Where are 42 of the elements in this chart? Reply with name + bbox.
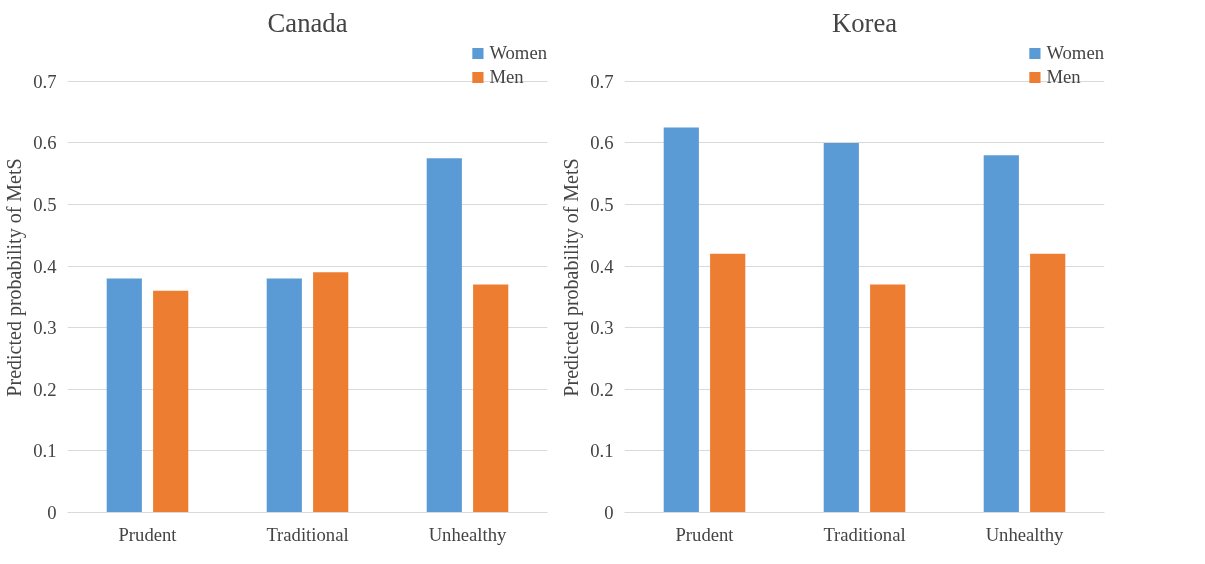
bar <box>823 142 859 513</box>
chart-title: Korea <box>831 7 898 38</box>
x-tick-label: Prudent <box>675 523 735 545</box>
x-tick-label: Traditional <box>266 523 349 545</box>
bar <box>106 278 142 513</box>
y-axis-title: Predicted probability of MetS <box>560 158 584 397</box>
y-tick-label: 0.1 <box>33 440 57 462</box>
bar <box>313 272 349 513</box>
legend-label: Women <box>489 42 547 64</box>
y-tick-label: 0 <box>604 502 614 523</box>
chart-title: Canada <box>267 7 348 38</box>
y-tick-label: 0.5 <box>590 194 614 216</box>
bar <box>983 155 1019 513</box>
y-tick-label: 0.5 <box>33 194 57 216</box>
y-axis-title: Predicted probability of MetS <box>3 158 27 397</box>
x-tick-label: Traditional <box>823 523 906 545</box>
y-tick-label: 0.3 <box>33 317 57 339</box>
legend-label: Men <box>1046 66 1081 88</box>
bar <box>473 284 509 513</box>
bar <box>870 284 906 513</box>
legend-label: Men <box>489 66 524 88</box>
y-tick-label: 0 <box>47 502 57 523</box>
legend-label: Women <box>1046 42 1104 64</box>
bar <box>266 278 302 513</box>
y-tick-label: 0.6 <box>590 132 614 154</box>
x-tick-label: Prudent <box>118 523 178 545</box>
y-tick-label: 0.2 <box>33 378 57 400</box>
bar <box>153 290 189 513</box>
bar <box>1030 253 1066 513</box>
bar <box>663 127 699 513</box>
y-tick-label: 0.4 <box>590 255 615 277</box>
bar <box>426 158 462 513</box>
y-tick-label: 0.6 <box>33 132 57 154</box>
bar <box>710 253 746 513</box>
y-tick-label: 0.7 <box>590 70 614 92</box>
y-tick-label: 0.2 <box>590 378 614 400</box>
y-tick-label: 0.4 <box>33 255 58 277</box>
x-tick-label: Unhealthy <box>985 523 1065 545</box>
y-tick-label: 0.3 <box>590 317 614 339</box>
x-tick-label: Unhealthy <box>428 523 508 545</box>
y-tick-label: 0.1 <box>590 440 614 462</box>
y-tick-label: 0.7 <box>33 70 57 92</box>
